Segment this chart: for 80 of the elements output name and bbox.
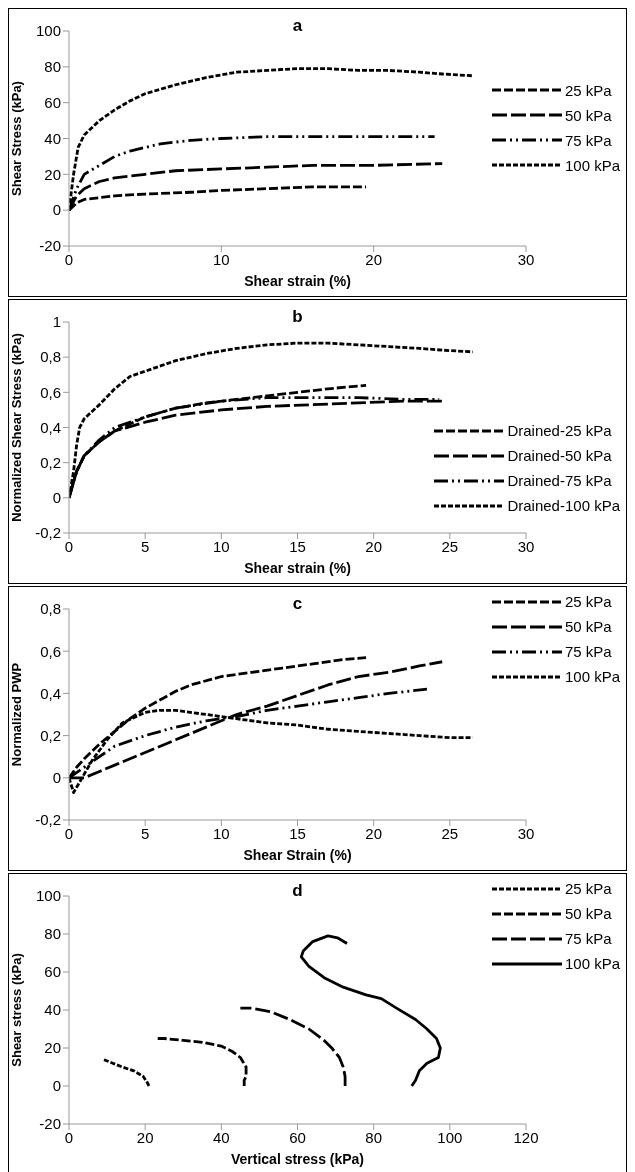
x-tick-label: 100 [437,1128,463,1146]
legend-label: 50 kPa [564,905,612,922]
x-tick-label: 10 [212,824,230,842]
x-axis-title: Vertical stress (kPa) [230,1151,365,1167]
y-tick-label: 0 [52,1077,61,1095]
x-tick-label: 30 [517,824,535,842]
y-tick-label: 40 [44,1001,61,1019]
legend-label: Drained-25 kPa [507,422,612,439]
y-tick-label: 60 [44,963,61,981]
y-tick-label: 0,2 [40,726,61,744]
legend-label: 75 kPa [564,643,612,660]
y-tick-label: 0,4 [40,684,61,702]
y-tick-label: 80 [44,925,61,943]
chart-title: d [292,881,303,900]
x-tick-label: 0 [64,1128,74,1146]
x-axis-title: Shear strain (%) [244,273,351,289]
x-tick-label: 5 [140,537,150,555]
legend-label: 75 kPa [564,930,612,947]
x-tick-label: 0 [64,537,74,555]
x-tick-label: 40 [212,1128,230,1146]
x-tick-label: 30 [517,250,535,268]
legend-label: 25 kPa [564,81,612,99]
x-tick-label: 60 [289,1128,306,1146]
legend-label: Drained-100 kPa [507,497,620,514]
x-tick-label: 30 [517,537,535,555]
y-tick-label: 0,8 [40,348,61,366]
x-tick-label: 20 [365,537,383,555]
legend-label: Drained-75 kPa [507,472,612,489]
y-axis-title: Shear Stress (kPa) [8,81,24,196]
y-tick-label: 20 [44,165,61,183]
y-axis-title: Normalized Shear Stress (kPa) [8,333,24,522]
x-tick-label: 20 [136,1128,154,1146]
y-tick-label: 100 [35,22,61,40]
y-tick-label: 1 [52,313,61,331]
legend-label: 25 kPa [564,880,612,897]
x-tick-label: 15 [289,537,306,555]
legend-label: 100 kPa [564,668,620,685]
legend-label: 100 kPa [564,955,620,972]
y-axis-title: Normalized PWP [8,662,24,767]
x-tick-label: 10 [212,250,230,268]
y-tick-label: -0,2 [35,524,61,542]
legend-label: 25 kPa [564,593,612,610]
x-tick-label: 15 [289,824,306,842]
x-tick-label: 20 [365,824,383,842]
x-tick-label: 120 [513,1128,539,1146]
y-axis-title: Shear stress (kPa) [8,953,24,1067]
y-tick-label: -0,2 [35,811,61,829]
y-tick-label: 0,6 [40,642,61,660]
x-tick-label: 25 [441,537,459,555]
legend-label: 75 kPa [564,131,612,149]
x-tick-label: 5 [140,824,150,842]
y-tick-label: -20 [39,237,61,255]
x-axis-title: Shear Strain (%) [243,847,352,863]
legend-label: Drained-50 kPa [507,447,612,464]
x-tick-label: 10 [212,537,230,555]
chart-title: b [292,307,303,326]
y-tick-label: 60 [44,93,61,111]
legend-label: 100 kPa [564,156,620,174]
legend-label: 50 kPa [564,106,612,124]
y-tick-label: 0,2 [40,453,61,471]
chart-title: a [292,16,303,35]
y-tick-label: 0 [52,489,61,507]
x-tick-label: 0 [64,824,74,842]
x-tick-label: 0 [64,250,74,268]
x-tick-label: 20 [365,250,383,268]
y-tick-label: 100 [35,887,61,905]
x-axis-title: Shear strain (%) [244,560,351,576]
x-tick-label: 25 [441,824,459,842]
y-tick-label: 40 [44,129,61,147]
y-tick-label: 0,6 [40,383,61,401]
y-tick-label: -20 [39,1115,61,1133]
y-tick-label: 0 [52,201,61,219]
y-tick-label: 0 [52,769,61,787]
y-tick-label: 80 [44,58,61,76]
y-tick-label: 0,8 [40,600,61,618]
y-tick-label: 20 [44,1039,61,1057]
x-tick-label: 80 [365,1128,383,1146]
chart-title: c [292,594,303,613]
legend-label: 50 kPa [564,618,612,635]
y-tick-label: 0,4 [40,418,61,436]
